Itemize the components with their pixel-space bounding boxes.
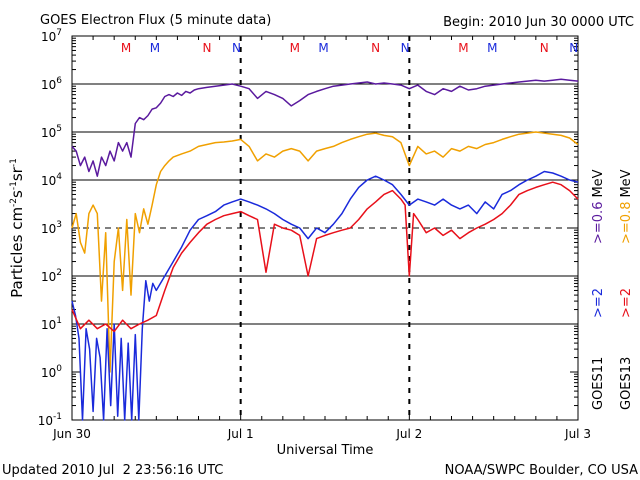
orbit-marker-6: N: [371, 41, 380, 55]
orbit-marker-11: N: [569, 41, 578, 55]
x-tick-label-1: Jul 1: [227, 427, 254, 441]
begin-label: Begin: 2010 Jun 30 0000 UTC: [443, 15, 634, 30]
series-line-0: [71, 78, 579, 177]
ylabel-sr: sr: [8, 166, 26, 181]
y-tick-label-5: 104: [41, 172, 62, 188]
legend-purple-label: >=0.6: [591, 202, 606, 244]
series-line-1: [71, 131, 579, 373]
series-lines: [71, 78, 579, 421]
x-tick-label-3: Jul 3: [564, 427, 591, 441]
legend-unit-2: MeV: [619, 169, 634, 197]
legend-goes13-red: >=2: [619, 288, 634, 318]
threshold-lines: [72, 83, 578, 325]
x-axis-label: Universal Time: [277, 443, 374, 458]
svg-text:>=0.6MeV: >=0.6 MeV: [591, 169, 606, 244]
y-tick-label-3: 102: [41, 268, 62, 284]
ylabel-exp-1: -2: [9, 198, 19, 207]
ylabel-exp-3: -1: [9, 158, 19, 167]
y-tick-label-0: 10-1: [38, 412, 62, 428]
svg-text:>=0.8MeV: >=0.8 MeV: [619, 169, 634, 244]
legend-goes11-label: GOES11: [591, 357, 606, 410]
ylabel-text: Particles cm: [8, 207, 26, 298]
y-tick-label-7: 106: [41, 76, 62, 92]
y-axis-label: Particles cm-2s-1sr-1: [8, 158, 26, 298]
svg-text:GOES13: GOES13: [619, 357, 634, 410]
orbit-marker-2: N: [202, 41, 211, 55]
legend-goes13-purple: >=0.6 MeV: [591, 169, 606, 244]
legend-red-label: >=2: [619, 288, 634, 318]
ylabel-s: s: [8, 190, 26, 198]
day-divider-lines: [239, 36, 411, 420]
orbit-marker-5: M: [318, 41, 328, 55]
updated-timestamp: Updated 2010 Jul 2 23:56:16 UTC: [2, 463, 223, 478]
svg-text:>=2: >=2: [619, 288, 634, 318]
series-line-3: [71, 181, 579, 333]
y-tick-label-8: 107: [41, 28, 62, 44]
orbit-marker-1: M: [150, 41, 160, 55]
svg-text:GOES11: GOES11: [591, 357, 606, 410]
x-tick-label-0: Jun 30: [52, 427, 91, 441]
y-axis: 10-1 100 101 102 103 104 105 106 107: [38, 28, 578, 428]
legend-goes11: GOES11: [591, 357, 606, 410]
ylabel-exp-2: -1: [9, 181, 19, 190]
orbit-marker-10: N: [540, 41, 549, 55]
orbit-marker-8: M: [458, 41, 468, 55]
y-tick-label-4: 103: [41, 220, 62, 236]
orbit-marker-4: M: [290, 41, 300, 55]
svg-text:Particles cm-2s-1sr-1: Particles cm-2s-1sr-1: [8, 158, 26, 298]
y-tick-label-6: 105: [41, 124, 62, 140]
orbit-marker-0: M: [121, 41, 131, 55]
x-axis: Jun 30 Jul 1 Jul 2 Jul 3: [52, 36, 591, 441]
series-line-2: [71, 170, 579, 421]
legend-goes11-blue: >=2: [591, 288, 606, 318]
y-tick-label-2: 101: [41, 316, 62, 332]
chart-title: GOES Electron Flux (5 minute data): [40, 13, 271, 28]
orbit-marker-3: N: [232, 41, 241, 55]
source-credit: NOAA/SWPC Boulder, CO USA: [445, 463, 638, 478]
legend-goes11-orange: >=0.8 MeV: [619, 169, 634, 244]
legend-goes13-label: GOES13: [619, 357, 634, 410]
orbit-marker-9: M: [487, 41, 497, 55]
x-tick-label-2: Jul 2: [395, 427, 422, 441]
legend-blue-label: >=2: [591, 288, 606, 318]
svg-text:>=2: >=2: [591, 288, 606, 318]
y-tick-label-1: 100: [41, 364, 62, 380]
orbit-marker-7: N: [401, 41, 410, 55]
legend-orange-label: >=0.8: [619, 202, 634, 244]
legend-unit-1: MeV: [591, 169, 606, 197]
legend-goes13: GOES13: [619, 357, 634, 410]
